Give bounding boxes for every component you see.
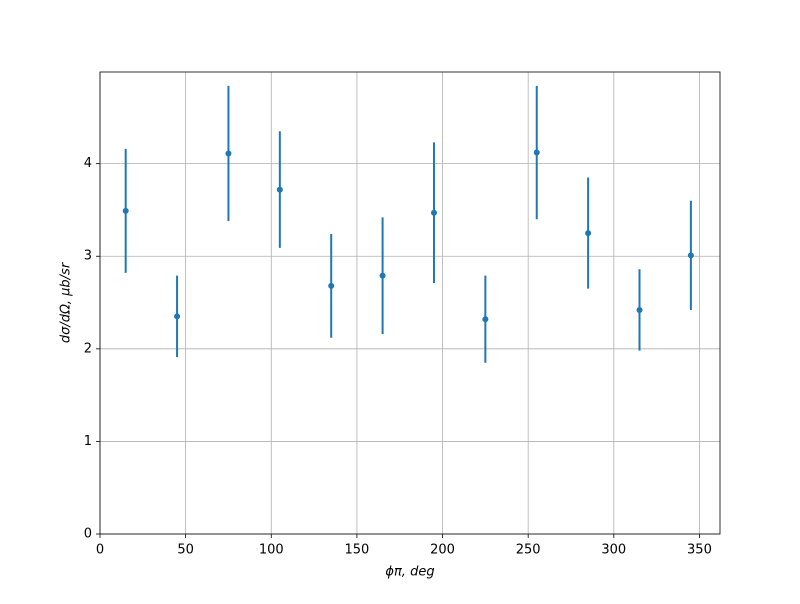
data-point: [122, 207, 129, 214]
data-point: [687, 252, 694, 259]
x-tick-label: 300: [601, 543, 626, 558]
data-point: [328, 282, 335, 289]
x-tick-label: 250: [516, 543, 541, 558]
data-point: [533, 149, 540, 156]
data-point: [174, 313, 181, 320]
y-tick-label: 2: [84, 341, 92, 356]
x-tick-label: 350: [687, 543, 712, 558]
data-point: [276, 186, 283, 193]
x-tick-label: 100: [259, 543, 284, 558]
data-point: [585, 230, 592, 237]
y-tick-label: 1: [84, 434, 92, 449]
plot-frame: [99, 71, 721, 535]
y-tick-label: 3: [84, 249, 92, 264]
data-point: [225, 150, 232, 157]
y-tick-label: 0: [84, 527, 92, 542]
x-tick-label: 50: [177, 543, 194, 558]
x-axis-label: ϕπ, deg: [385, 565, 434, 580]
x-tick-label: 150: [344, 543, 369, 558]
data-point: [379, 272, 386, 279]
y-axis-label: dσ/dΩ, μb/sr: [59, 261, 74, 343]
data-point: [636, 306, 643, 313]
x-tick-label: 0: [96, 543, 104, 558]
x-tick-label: 200: [430, 543, 455, 558]
data-point: [430, 209, 437, 216]
y-tick-label: 4: [84, 156, 92, 171]
data-point: [482, 316, 489, 323]
